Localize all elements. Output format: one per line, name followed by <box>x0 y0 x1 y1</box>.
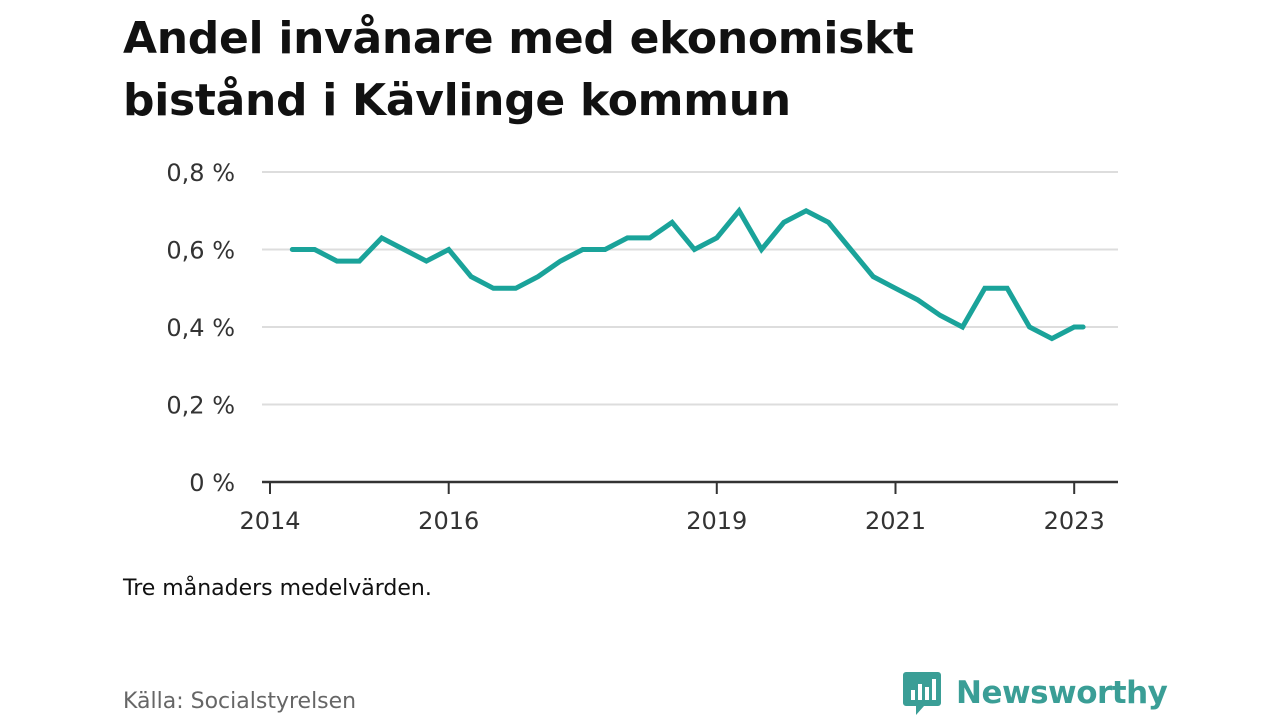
x-tick-label-4: 2023 <box>1044 507 1105 535</box>
bar-chart-speech-bubble-icon <box>903 672 941 715</box>
x-axis: 2014 2016 2019 2021 2023 <box>239 480 1118 535</box>
chart-title-line-1: Andel invånare med ekonomiskt <box>123 13 914 64</box>
x-tick-label-2: 2019 <box>686 507 747 535</box>
series-line-0 <box>289 206 1086 342</box>
chart-title: Andel invånare med ekonomiskt bistånd i … <box>123 8 1123 132</box>
brand-name: Newsworthy <box>956 675 1168 711</box>
y-tick-label-3: 0,6 % <box>166 237 235 265</box>
chart-title-line-2: bistånd i Kävlinge kommun <box>123 75 791 126</box>
chart-note: Tre månaders medelvärden. <box>123 576 432 601</box>
y-tick-label-1: 0,2 % <box>166 392 235 420</box>
x-tick-label-0: 2014 <box>239 507 300 535</box>
source-credit: Källa: Socialstyrelsen <box>123 689 357 714</box>
y-tick-label-0: 0 % <box>189 469 235 497</box>
gridlines <box>262 171 1118 406</box>
y-tick-label-2: 0,4 % <box>166 314 235 342</box>
y-tick-label-4: 0,8 % <box>166 159 235 187</box>
series-layer <box>289 206 1086 342</box>
x-tick-label-1: 2016 <box>418 507 479 535</box>
y-axis-tick-labels: 0 % 0,2 % 0,4 % 0,6 % 0,8 % <box>166 159 235 497</box>
brand-logo: Newsworthy <box>902 670 1168 716</box>
x-tick-label-3: 2021 <box>865 507 926 535</box>
